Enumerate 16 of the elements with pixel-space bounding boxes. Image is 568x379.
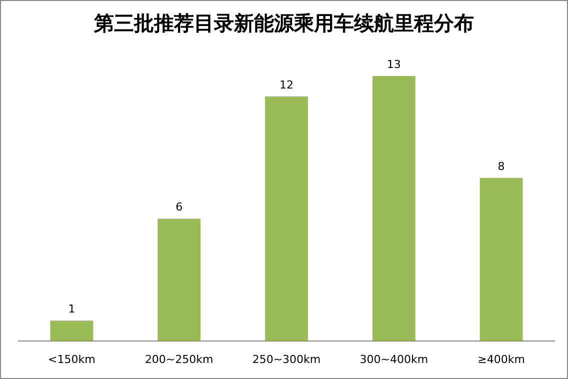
data-label: 13 [386, 58, 401, 71]
data-label: 8 [498, 160, 505, 173]
x-tick-label: ≥400km [478, 353, 525, 366]
data-label: 6 [176, 200, 183, 214]
bar [50, 320, 94, 341]
x-tick-label: 250~300km [252, 353, 321, 366]
x-tick-label: 300~400km [360, 353, 428, 366]
bar [158, 218, 201, 341]
x-tick-label: <150km [48, 353, 96, 366]
data-label: 12 [280, 78, 294, 92]
bar [265, 96, 308, 341]
x-tick-label: 200~250km [144, 353, 214, 366]
data-label: 1 [68, 302, 76, 316]
bar [480, 178, 523, 341]
bar [372, 76, 416, 341]
chart-title: 第三批推荐目录新能源乘用车续航里程分布 [93, 11, 474, 35]
